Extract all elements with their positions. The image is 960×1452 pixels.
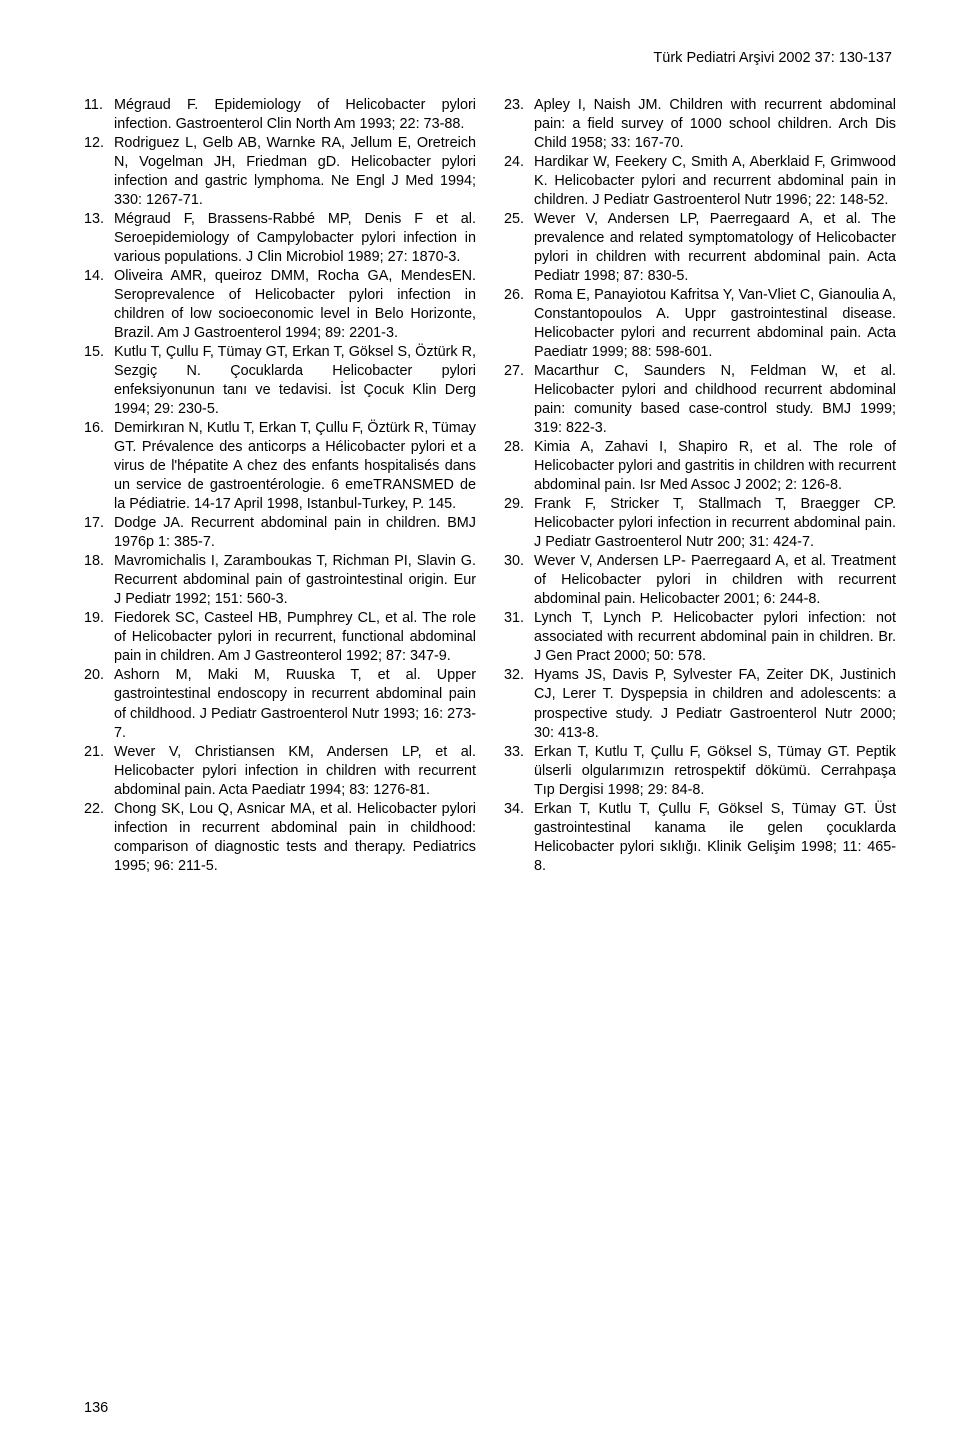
reference-item: 13.Mégraud F, Brassens-Rabbé MP, Denis F… [84,210,476,267]
reference-number: 32. [504,666,534,742]
reference-item: 25.Wever V, Andersen LP, Paerregaard A, … [504,210,896,286]
reference-number: 24. [504,153,534,210]
reference-item: 14.Oliveira AMR, queiroz DMM, Rocha GA, … [84,267,476,343]
running-head: Türk Pediatri Arşivi 2002 37: 130-137 [84,50,896,66]
reference-text: Lynch T, Lynch P. Helicobacter pylori in… [534,609,896,666]
reference-number: 12. [84,134,114,210]
reference-text: Chong SK, Lou Q, Asnicar MA, et al. Heli… [114,800,476,876]
reference-item: 21.Wever V, Christiansen KM, Andersen LP… [84,743,476,800]
reference-text: Kutlu T, Çullu F, Tümay GT, Erkan T, Gök… [114,343,476,419]
page: Türk Pediatri Arşivi 2002 37: 130-137 11… [0,0,960,1452]
reference-text: Macarthur C, Saunders N, Feldman W, et a… [534,362,896,438]
reference-item: 16.Demirkıran N, Kutlu T, Erkan T, Çullu… [84,419,476,514]
reference-number: 27. [504,362,534,438]
reference-number: 22. [84,800,114,876]
reference-text: Kimia A, Zahavi I, Shapiro R, et al. The… [534,438,896,495]
reference-number: 19. [84,609,114,666]
reference-number: 14. [84,267,114,343]
reference-text: Frank F, Stricker T, Stallmach T, Braegg… [534,495,896,552]
reference-number: 26. [504,286,534,362]
reference-text: Hardikar W, Feekery C, Smith A, Aberklai… [534,153,896,210]
reference-number: 20. [84,666,114,742]
reference-number: 13. [84,210,114,267]
reference-item: 20.Ashorn M, Maki M, Ruuska T, et al. Up… [84,666,476,742]
reference-number: 11. [84,96,114,134]
reference-text: Dodge JA. Recurrent abdominal pain in ch… [114,514,476,552]
reference-text: Wever V, Christiansen KM, Andersen LP, e… [114,743,476,800]
reference-number: 34. [504,800,534,876]
reference-text: Rodriguez L, Gelb AB, Warnke RA, Jellum … [114,134,476,210]
reference-item: 24.Hardikar W, Feekery C, Smith A, Aberk… [504,153,896,210]
reference-item: 18.Mavromichalis I, Zaramboukas T, Richm… [84,552,476,609]
reference-item: 30.Wever V, Andersen LP- Paerregaard A, … [504,552,896,609]
reference-text: Wever V, Andersen LP, Paerregaard A, et … [534,210,896,286]
reference-item: 34.Erkan T, Kutlu T, Çullu F, Göksel S, … [504,800,896,876]
reference-item: 12.Rodriguez L, Gelb AB, Warnke RA, Jell… [84,134,476,210]
reference-columns: 11.Mégraud F. Epidemiology of Helicobact… [84,96,896,876]
reference-number: 28. [504,438,534,495]
reference-text: Mavromichalis I, Zaramboukas T, Richman … [114,552,476,609]
reference-item: 11.Mégraud F. Epidemiology of Helicobact… [84,96,476,134]
reference-number: 15. [84,343,114,419]
reference-number: 17. [84,514,114,552]
reference-item: 19.Fiedorek SC, Casteel HB, Pumphrey CL,… [84,609,476,666]
reference-text: Apley I, Naish JM. Children with recurre… [534,96,896,153]
reference-item: 15.Kutlu T, Çullu F, Tümay GT, Erkan T, … [84,343,476,419]
reference-number: 21. [84,743,114,800]
reference-number: 31. [504,609,534,666]
reference-item: 31.Lynch T, Lynch P. Helicobacter pylori… [504,609,896,666]
reference-number: 25. [504,210,534,286]
reference-text: Demirkıran N, Kutlu T, Erkan T, Çullu F,… [114,419,476,514]
reference-text: Oliveira AMR, queiroz DMM, Rocha GA, Men… [114,267,476,343]
reference-text: Roma E, Panayiotou Kafritsa Y, Van-Vliet… [534,286,896,362]
reference-item: 32.Hyams JS, Davis P, Sylvester FA, Zeit… [504,666,896,742]
reference-text: Mégraud F, Brassens-Rabbé MP, Denis F et… [114,210,476,267]
reference-item: 22.Chong SK, Lou Q, Asnicar MA, et al. H… [84,800,476,876]
column-left: 11.Mégraud F. Epidemiology of Helicobact… [84,96,476,876]
reference-item: 29.Frank F, Stricker T, Stallmach T, Bra… [504,495,896,552]
reference-number: 18. [84,552,114,609]
column-right: 23.Apley I, Naish JM. Children with recu… [504,96,896,876]
reference-item: 26.Roma E, Panayiotou Kafritsa Y, Van-Vl… [504,286,896,362]
reference-number: 16. [84,419,114,514]
reference-text: Ashorn M, Maki M, Ruuska T, et al. Upper… [114,666,476,742]
reference-item: 17.Dodge JA. Recurrent abdominal pain in… [84,514,476,552]
page-number: 136 [84,1400,108,1416]
reference-number: 29. [504,495,534,552]
reference-item: 23.Apley I, Naish JM. Children with recu… [504,96,896,153]
reference-number: 33. [504,743,534,800]
reference-number: 30. [504,552,534,609]
reference-text: Erkan T, Kutlu T, Çullu F, Göksel S, Tüm… [534,743,896,800]
reference-text: Fiedorek SC, Casteel HB, Pumphrey CL, et… [114,609,476,666]
reference-item: 28.Kimia A, Zahavi I, Shapiro R, et al. … [504,438,896,495]
reference-text: Erkan T, Kutlu T, Çullu F, Göksel S, Tüm… [534,800,896,876]
reference-text: Hyams JS, Davis P, Sylvester FA, Zeiter … [534,666,896,742]
reference-item: 33.Erkan T, Kutlu T, Çullu F, Göksel S, … [504,743,896,800]
reference-text: Wever V, Andersen LP- Paerregaard A, et … [534,552,896,609]
reference-number: 23. [504,96,534,153]
reference-item: 27.Macarthur C, Saunders N, Feldman W, e… [504,362,896,438]
reference-text: Mégraud F. Epidemiology of Helicobacter … [114,96,476,134]
